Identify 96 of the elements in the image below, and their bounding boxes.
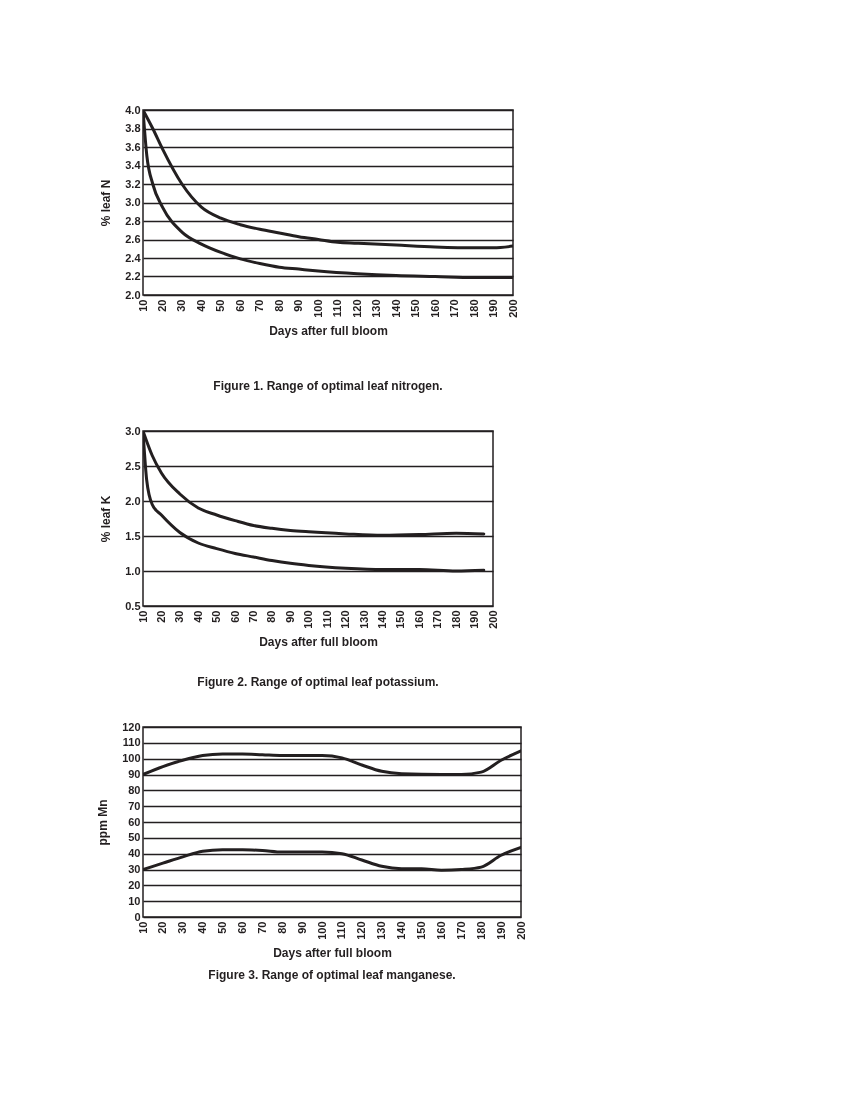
x-tick-label: 170: [448, 299, 461, 318]
y-axis-title: % leaf N: [99, 179, 114, 227]
y-tick-label: 2.0: [125, 288, 141, 301]
x-tick-label: 110: [320, 610, 333, 629]
x-tick-label: 170: [454, 921, 467, 940]
x-tick-label: 70: [247, 610, 260, 623]
x-tick-label: 90: [283, 610, 296, 623]
y-axis-title: ppm Mn: [96, 799, 111, 846]
x-axis-title: Days after full bloom: [269, 323, 388, 338]
x-tick-label: 130: [357, 610, 370, 629]
x-tick-label: 80: [265, 610, 278, 623]
x-tick-label: 140: [375, 610, 388, 629]
x-tick-label: 40: [194, 299, 207, 312]
y-tick-label: 20: [128, 878, 141, 891]
y-tick-label: 1.5: [125, 529, 141, 542]
y-tick-label: 0: [134, 910, 141, 923]
y-tick-label: 3.0: [125, 424, 141, 437]
x-tick-label: 20: [155, 299, 168, 312]
x-axis-title: Days after full bloom: [273, 945, 392, 960]
y-axis-title: % leaf K: [99, 495, 114, 543]
y-tick-label: 0.5: [125, 599, 141, 612]
y-tick-label: 3.0: [125, 196, 141, 208]
text: Figure 3. Range of optimal leaf manganese.: [208, 968, 456, 983]
x-tick-label: 190: [468, 610, 481, 629]
y-tick-label: 2.5: [125, 459, 141, 472]
y-tick-label: 90: [128, 768, 141, 780]
y-tick-label: 3.2: [125, 177, 141, 190]
x-tick-label: 180: [449, 610, 462, 629]
x-tick-label: 170: [431, 610, 444, 629]
x-tick-label: 160: [434, 921, 447, 940]
y-tick-label: 2.4: [125, 251, 142, 264]
y-tick-label: 40: [128, 847, 141, 860]
y-tick-label: 80: [128, 783, 141, 796]
x-tick-label: 120: [350, 299, 363, 318]
y-tick-label: 100: [122, 752, 141, 765]
x-tick-label: 40: [191, 610, 204, 623]
y-tick-label: 70: [128, 799, 141, 812]
x-tick-label: 200: [486, 610, 499, 629]
x-tick-label: 80: [275, 921, 288, 934]
y-tick-label: 110: [122, 736, 141, 749]
y-tick-label: 2.0: [125, 494, 141, 507]
x-tick-label: 50: [216, 921, 229, 934]
y-tick-label: 2.8: [125, 214, 141, 227]
x-tick-label: 30: [173, 610, 186, 623]
y-tick-label: 3.6: [125, 140, 141, 153]
x-tick-label: 50: [210, 610, 223, 623]
x-tick-label: 50: [214, 299, 227, 312]
x-tick-label: 30: [176, 921, 189, 934]
x-tick-label: 60: [235, 921, 248, 934]
y-tick-label: 30: [128, 863, 141, 875]
x-tick-label: 100: [315, 921, 328, 940]
text: Figure 2. Range of optimal leaf potassium.: [197, 675, 439, 690]
x-axis-title: Days after full bloom: [259, 634, 378, 649]
x-tick-label: 90: [295, 921, 308, 934]
x-tick-label: 200: [514, 921, 527, 940]
x-tick-label: 180: [467, 299, 480, 318]
x-tick-label: 100: [302, 610, 315, 629]
x-tick-label: 70: [255, 921, 268, 934]
x-tick-label: 150: [394, 610, 407, 629]
x-tick-label: 80: [272, 299, 285, 312]
y-tick-label: 3.4: [125, 159, 142, 171]
x-tick-label: 70: [253, 299, 266, 312]
x-tick-label: 90: [292, 299, 305, 312]
y-tick-label: 120: [122, 720, 141, 733]
y-tick-label: 10: [128, 894, 141, 907]
y-tick-label: 2.6: [125, 233, 141, 245]
x-tick-label: 150: [409, 299, 422, 318]
x-tick-label: 190: [494, 921, 507, 940]
y-tick-label: 60: [128, 815, 141, 828]
x-tick-label: 30: [175, 299, 188, 312]
x-tick-label: 20: [156, 921, 169, 934]
x-tick-label: 130: [375, 921, 388, 940]
text: Figure 1. Range of optimal leaf nitrogen.: [213, 379, 443, 394]
x-tick-label: 190: [487, 299, 500, 318]
x-tick-label: 100: [311, 299, 324, 318]
y-tick-label: 3.8: [125, 122, 141, 134]
y-tick-label: 50: [128, 831, 141, 844]
x-tick-label: 110: [331, 299, 344, 318]
x-tick-label: 150: [415, 921, 428, 940]
x-tick-label: 160: [412, 610, 425, 629]
x-tick-label: 140: [389, 299, 402, 318]
x-tick-label: 130: [370, 299, 383, 318]
y-tick-label: 4.0: [125, 103, 141, 116]
x-tick-label: 160: [428, 299, 441, 318]
x-tick-label: 200: [506, 299, 519, 318]
x-tick-label: 60: [233, 299, 246, 312]
x-tick-label: 20: [154, 610, 167, 623]
x-tick-label: 110: [335, 921, 348, 940]
x-tick-label: 140: [395, 921, 408, 940]
y-tick-label: 2.2: [125, 270, 141, 282]
x-tick-label: 120: [355, 921, 368, 940]
x-tick-label: 60: [228, 610, 241, 623]
x-tick-label: 180: [474, 921, 487, 940]
x-tick-label: 40: [196, 921, 209, 934]
y-tick-label: 1.0: [125, 564, 141, 577]
x-tick-label: 120: [339, 610, 352, 629]
